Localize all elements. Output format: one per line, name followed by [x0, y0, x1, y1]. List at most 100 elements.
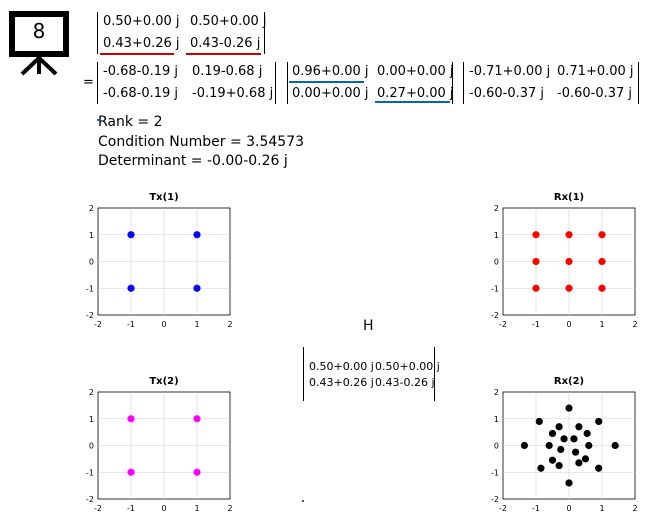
- highlight-underline: [100, 53, 174, 55]
- highlight-underline: [375, 101, 450, 103]
- matrix-bracket-right: [452, 62, 453, 104]
- x-tick-label: 2: [227, 504, 232, 513]
- plot-title: Rx(2): [554, 376, 584, 387]
- data-point: [575, 459, 583, 467]
- data-point: [545, 441, 553, 450]
- x-tick-label: 0: [566, 504, 571, 513]
- condition-number-text: Condition Number = 3.54573: [98, 134, 305, 150]
- x-tick-label: 0: [161, 320, 166, 329]
- matrix-cell: -0.68-0.19 j: [103, 64, 179, 79]
- x-tick-label: 1: [194, 504, 199, 513]
- matrix-cell: -0.60-0.37 j: [557, 86, 633, 101]
- y-tick-label: 0: [89, 258, 94, 267]
- constellation-plot-rx1: Rx(1) -2-2 -1 -1 0 0 1 1 2 2: [491, 192, 638, 329]
- matrix-cell: 0.27+0.00 j: [377, 86, 454, 101]
- matrix-bracket-left: [97, 62, 98, 104]
- matrix-cell: 0.43+0.26 j: [103, 36, 180, 51]
- matrix-cell: 0.00+0.00 j: [292, 86, 369, 101]
- matrix-cell: 0.00+0.00 j: [377, 64, 454, 79]
- data-point: [555, 461, 563, 470]
- data-point: [532, 257, 540, 266]
- data-point: [598, 257, 606, 266]
- data-point: [548, 429, 557, 438]
- data-point: [570, 435, 578, 443]
- data-point: [532, 231, 540, 239]
- y-tick-label: -1: [86, 468, 94, 477]
- y-tick-label: 2: [89, 388, 94, 397]
- y-tick-label: -2: [86, 311, 94, 320]
- highlight-underline: [289, 81, 364, 83]
- matrix-cell: 0.50+0.00 j: [190, 14, 267, 29]
- constellation-plot-tx2: Tx(2) -2-2 -1 -1 0 0 1 1 2 2: [86, 376, 233, 513]
- y-tick-label: 0: [89, 442, 94, 451]
- matrix-bracket-right: [264, 12, 265, 54]
- y-tick-label: -2: [86, 495, 94, 504]
- constellation-plot-tx1: Tx(1) -2-2 -1 -1 0 0 1 1 2 2: [86, 192, 233, 329]
- y-tick-label: 2: [494, 388, 499, 397]
- matrix-bracket-left: [97, 12, 98, 54]
- matrix-cell: 0.19-0.68 j: [192, 64, 263, 79]
- data-point: [537, 464, 545, 472]
- matrix-bracket-right: [434, 347, 435, 401]
- data-point: [193, 415, 201, 423]
- data-point: [532, 284, 540, 292]
- x-tick-label: 1: [194, 320, 199, 329]
- data-point: [565, 479, 573, 487]
- equals-sign: =: [83, 75, 94, 90]
- data-point: [598, 284, 606, 292]
- data-point: [548, 456, 557, 464]
- data-point: [520, 441, 529, 450]
- matrix-cell: 0.96+0.00 j: [292, 64, 369, 79]
- determinant-text: Determinant = -0.00-0.26 j: [98, 153, 288, 169]
- constellation-plot-rx2: Rx(2) -2-2 -1 -1 0 0 1 1 2 2: [491, 376, 638, 513]
- matrix-cell: 0.50+0.00 j: [375, 360, 440, 373]
- matrix-bracket-left: [287, 62, 288, 104]
- x-tick-label: 2: [632, 320, 637, 329]
- data-point: [193, 468, 201, 476]
- data-point: [565, 404, 573, 412]
- data-point: [565, 257, 573, 266]
- x-tick-label: 0: [161, 504, 166, 513]
- y-tick-label: -1: [491, 468, 499, 477]
- matrix-cell: 0.50+0.00 j: [309, 360, 374, 373]
- matrix-cell: -0.68-0.19 j: [103, 86, 179, 101]
- x-tick-label: -1: [127, 504, 135, 513]
- data-point: [595, 417, 603, 426]
- matrix-cell: -0.71+0.00 j: [469, 64, 551, 79]
- x-tick-label: 2: [227, 320, 232, 329]
- highlight-underline: [186, 53, 261, 55]
- x-tick-label: -2: [499, 320, 507, 329]
- stray-tick: [302, 500, 304, 502]
- y-tick-label: 1: [494, 415, 499, 424]
- y-tick-label: 1: [89, 231, 94, 240]
- stray-tick: [97, 119, 99, 121]
- data-point: [583, 429, 591, 438]
- data-point: [193, 284, 201, 292]
- data-point: [555, 423, 563, 431]
- slide-number: 8: [32, 19, 46, 43]
- matrix-bracket-left: [463, 62, 464, 104]
- y-tick-label: 0: [494, 258, 499, 267]
- data-point: [575, 423, 583, 431]
- x-tick-label: -1: [127, 320, 135, 329]
- y-tick-label: 2: [494, 204, 499, 213]
- data-point: [611, 441, 619, 450]
- data-point: [565, 231, 573, 239]
- data-point: [193, 231, 201, 239]
- channel-label: H: [363, 318, 374, 334]
- y-tick-label: -2: [491, 495, 499, 504]
- rank-text: Rank = 2: [98, 114, 163, 130]
- x-tick-label: 1: [599, 320, 604, 329]
- plot-title: Rx(1): [554, 192, 584, 203]
- x-tick-label: -2: [94, 504, 102, 513]
- data-point: [535, 417, 543, 426]
- plot-title: Tx(2): [149, 376, 178, 387]
- data-point: [557, 445, 565, 454]
- x-tick-label: -2: [94, 320, 102, 329]
- data-point: [572, 448, 580, 456]
- matrix-cell: -0.60-0.37 j: [469, 86, 545, 101]
- data-point: [127, 415, 135, 423]
- matrix-cell: 0.71+0.00 j: [557, 64, 634, 79]
- presentation-board-icon: [8, 10, 70, 76]
- x-tick-label: -1: [532, 504, 540, 513]
